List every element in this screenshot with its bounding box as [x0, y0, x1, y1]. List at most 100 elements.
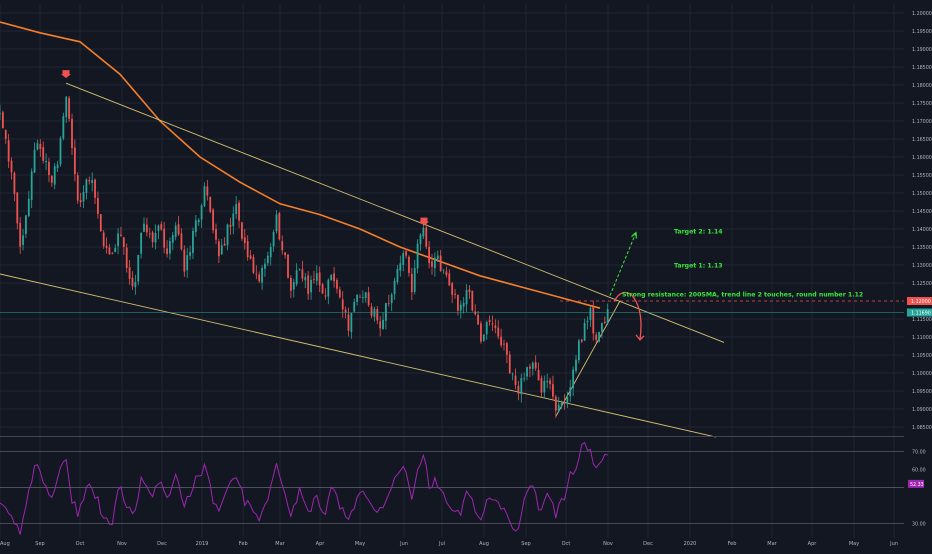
candle-173 [497, 320, 500, 340]
candle-118 [338, 286, 341, 299]
price-tick-label-4: 1.18000 [912, 83, 932, 89]
candlestick-series [0, 95, 609, 418]
candle-190 [546, 373, 549, 389]
candle-159 [457, 294, 459, 316]
down-arrow-icon-0 [61, 70, 71, 79]
candle-82 [235, 196, 238, 219]
candle-62 [177, 215, 180, 236]
candle-86 [246, 235, 249, 261]
candle-31 [88, 176, 91, 185]
candle-144 [413, 259, 416, 295]
rsi-tick-label-0: 70.00 [912, 449, 926, 455]
candle-8 [22, 228, 24, 251]
candle-37 [105, 237, 108, 254]
candle-88 [252, 254, 255, 275]
candle-69 [197, 218, 200, 226]
candle-51 [145, 217, 148, 237]
candle-34 [97, 191, 99, 219]
candle-102 [292, 278, 295, 298]
candle-183 [526, 366, 528, 381]
candle-210 [603, 316, 606, 325]
candle-150 [431, 253, 433, 275]
candle-191 [549, 377, 551, 390]
candle-205 [589, 306, 592, 327]
candle-116 [333, 267, 335, 288]
candle-199 [572, 366, 575, 397]
svg-text:1.12000: 1.12000 [911, 299, 931, 305]
candle-38 [108, 243, 111, 255]
trendlines[interactable] [0, 82, 725, 438]
candle-85 [243, 228, 246, 250]
time-tick-label-13: Sep [521, 541, 530, 547]
candle-107 [307, 270, 310, 300]
candle-167 [480, 320, 482, 344]
price-tick-label-11: 1.14500 [912, 209, 932, 215]
candle-129 [370, 303, 373, 319]
candle-24 [68, 95, 71, 122]
time-tick-label-3: Nov [117, 541, 127, 547]
candle-195 [560, 400, 563, 409]
rsi-level-lines [0, 451, 904, 524]
rising-trendline[interactable] [555, 300, 621, 417]
time-tick-label-14: Oct [562, 541, 571, 547]
price-tick-label-8: 1.16000 [912, 155, 932, 161]
time-tick-label-12: Aug [479, 541, 489, 547]
candle-179 [514, 368, 517, 390]
candle-163 [468, 284, 471, 299]
candle-174 [500, 328, 503, 348]
candle-7 [19, 217, 22, 254]
candle-164 [471, 290, 474, 312]
candle-77 [220, 238, 223, 255]
lower-trendline[interactable] [0, 273, 717, 438]
time-tick-label-21: May [849, 541, 859, 547]
resistance-note[interactable]: Strong resistance: 200SMA, trend line 2 … [622, 292, 863, 299]
candle-160 [459, 300, 462, 319]
price-tick-label-18: 1.10500 [912, 353, 932, 359]
price-tick-label-19: 1.10000 [912, 371, 932, 377]
candle-113 [324, 288, 327, 300]
candle-154 [442, 269, 445, 274]
candle-53 [151, 230, 154, 248]
candle-73 [209, 196, 212, 214]
candle-138 [396, 265, 399, 285]
candle-178 [511, 372, 514, 381]
target-2-label[interactable]: Target 2: 1.14 [674, 228, 723, 235]
candle-126 [361, 290, 364, 304]
rsi-axis[interactable]: 70.00 60.00 30.00 52.33 [908, 449, 926, 528]
candle-75 [215, 223, 217, 245]
rsi-pane[interactable] [0, 441, 904, 535]
rsi-tick-label-2: 30.00 [912, 522, 926, 528]
candle-207 [595, 332, 598, 344]
candle-14 [39, 139, 42, 157]
candle-96 [275, 210, 278, 234]
candle-32 [91, 172, 94, 192]
candle-59 [169, 237, 171, 260]
candle-124 [356, 294, 359, 306]
candle-125 [359, 294, 361, 298]
candle-117 [336, 278, 338, 294]
candle-87 [249, 249, 252, 260]
candle-94 [269, 243, 272, 266]
candle-142 [408, 255, 410, 277]
candle-57 [163, 222, 166, 254]
price-axis[interactable]: 1.20000 1.19500 1.19000 1.18500 1.18000 1.175… [907, 11, 932, 431]
candle-146 [419, 233, 422, 251]
upper-trendline[interactable] [65, 82, 725, 343]
candle-145 [416, 239, 419, 274]
candle-66 [189, 245, 191, 260]
candle-104 [298, 268, 301, 271]
price-pane[interactable]: Target 2: 1.14 Target 1: 1.13 Strong resis… [0, 21, 904, 438]
candle-40 [114, 244, 117, 253]
candle-4 [10, 157, 13, 180]
target-1-label[interactable]: Target 1: 1.13 [674, 263, 723, 270]
price-tick-label-15: 1.12500 [912, 281, 932, 287]
candle-136 [390, 292, 393, 312]
time-axis[interactable]: Aug Sep Oct Nov Dec 2019 Feb Mar Apr May Jun Jul Aug… [0, 541, 898, 547]
candle-186 [534, 355, 537, 371]
candle-65 [186, 247, 189, 278]
candle-95 [272, 229, 275, 252]
candle-78 [223, 237, 226, 246]
candle-92 [264, 258, 266, 277]
